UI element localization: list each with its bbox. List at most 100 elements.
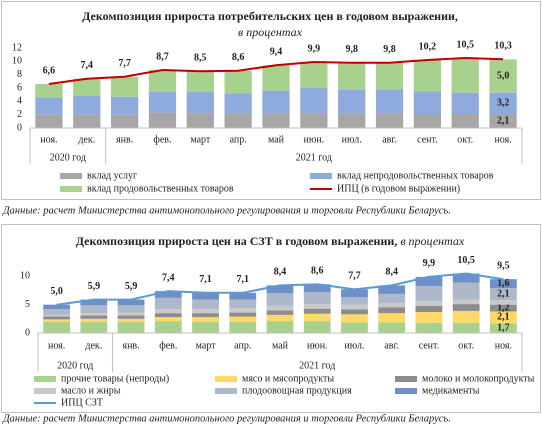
bar-segment (378, 313, 406, 323)
data-label: 8,4 (274, 267, 287, 278)
bar-segment (413, 60, 442, 92)
legend-swatch (215, 376, 237, 382)
x-tick-label: май (272, 340, 289, 351)
bar-segment (192, 309, 219, 314)
data-label: 9,4 (270, 47, 283, 58)
data-label: 5,9 (88, 281, 101, 292)
bar-segment (262, 65, 290, 91)
bar-segment (415, 301, 443, 306)
source-note: Данные: расчет Министерства антимонополь… (2, 413, 451, 424)
bar-segment (452, 273, 480, 283)
bar-segment (148, 112, 177, 128)
legend-swatch (395, 388, 417, 394)
bar-segment (338, 62, 366, 90)
bar-segment (224, 113, 252, 128)
bar-segment (80, 318, 108, 322)
bar-segment (229, 312, 257, 317)
bar-segment (192, 317, 219, 322)
bar-segment (224, 93, 252, 114)
data-label: 7,7 (348, 271, 361, 282)
x-tick-label: июл. (344, 340, 364, 351)
x-tick-label: авг. (384, 340, 399, 351)
bar-segment (117, 312, 145, 316)
data-label: 9,9 (308, 43, 321, 54)
y-tick-label: 10 (12, 56, 22, 67)
bar-segment (303, 292, 331, 305)
bar-segment (452, 299, 480, 305)
data-label: 7,4 (162, 272, 175, 283)
data-label: 10,3 (494, 41, 512, 52)
bar-segment (229, 292, 257, 300)
bar-segment (413, 114, 442, 128)
bar-segment (262, 90, 290, 114)
bar-segment (303, 321, 331, 333)
bar-segment (375, 89, 404, 114)
data-label: 10,2 (419, 41, 437, 52)
bar-segment (266, 305, 294, 311)
bar-segment (300, 113, 328, 128)
bar-segment (452, 310, 480, 323)
bar-segment (192, 299, 219, 310)
legend-label: плодоовощная продукция (242, 385, 352, 396)
bar-segment (341, 289, 368, 298)
bar-segment (489, 300, 517, 305)
data-label: 9,8 (383, 44, 396, 55)
x-tick-label: июн. (304, 134, 325, 145)
data-label: 8,5 (194, 53, 207, 64)
bar-segment (303, 308, 331, 314)
y-tick-label: 10 (20, 271, 30, 282)
source-note: Данные: расчет Министерства антимонополь… (2, 205, 451, 216)
title-text: Декомпозиция прироста цен на СЗТ в годов… (76, 234, 398, 248)
data-label: 5,0 (497, 70, 510, 81)
bar-segment (303, 304, 331, 309)
bar-segment (341, 297, 368, 305)
group-label: 2021 год (296, 152, 332, 163)
legend-label: мясо и мясопродукты (242, 373, 334, 384)
bar-segment (378, 285, 406, 294)
data-label: 2,1 (497, 312, 510, 323)
bar-segment (192, 292, 219, 300)
bar-segment (186, 92, 214, 114)
data-label: 10,5 (456, 39, 474, 50)
bar-segment (378, 302, 406, 308)
legend-label: ИПЦ СЗТ (61, 397, 103, 408)
legend-swatch (310, 173, 332, 179)
data-label: 1,2 (497, 302, 510, 313)
bar-segment (489, 92, 517, 114)
bar-segment (229, 299, 257, 309)
x-tick-label: май (268, 134, 285, 145)
data-label: 9,9 (423, 258, 436, 269)
x-tick-label: фев. (159, 340, 177, 351)
bar-segment (378, 293, 406, 303)
bar-segment (229, 308, 257, 313)
bar-segment (303, 284, 331, 293)
bar-segment (192, 313, 219, 318)
x-tick-label: апр. (230, 134, 247, 145)
data-label: 8,6 (232, 52, 245, 63)
bar-segment (192, 321, 219, 333)
bar-segment (73, 114, 101, 128)
y-tick-label: 5 (25, 299, 30, 310)
x-tick-label: дек. (85, 340, 102, 351)
bar-segment (378, 322, 406, 333)
bar-segment (300, 88, 328, 114)
bar-segment (43, 321, 71, 333)
data-label: 1,7 (497, 322, 510, 333)
x-tick-label: окт. (457, 134, 473, 145)
bar-segment (451, 92, 479, 114)
bar-segment (415, 276, 443, 286)
x-tick-label: дек. (78, 134, 95, 145)
y-tick-label: 0 (17, 122, 22, 133)
line (48, 56, 504, 85)
bar-segment (154, 291, 182, 298)
y-tick-label: 2 (17, 109, 22, 120)
bar-segment (452, 322, 480, 333)
x-tick-label: март (196, 340, 217, 351)
line (56, 272, 504, 306)
data-label: 5,0 (50, 286, 63, 297)
data-label: 3,2 (497, 98, 510, 109)
bar-segment (489, 304, 517, 312)
bar-segment (266, 293, 294, 306)
bar-segment (452, 304, 480, 311)
